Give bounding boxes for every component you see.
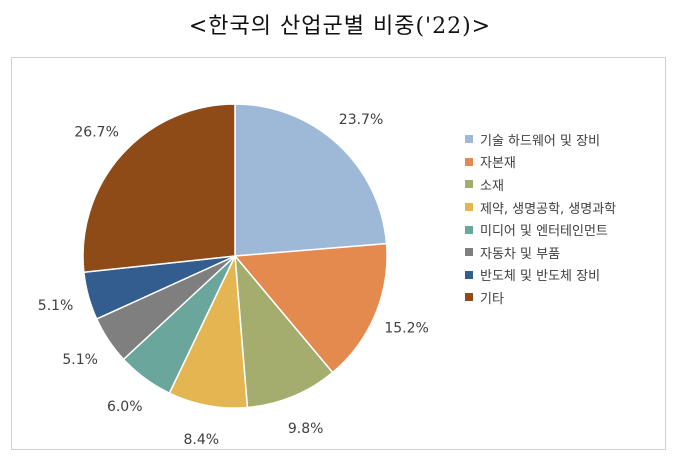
- pie-slice-2: [234, 253, 334, 409]
- legend-label-1: 자본재: [480, 156, 516, 172]
- legend-item-4: 미디어 및 엔터테인먼트: [465, 218, 616, 241]
- legend-item-3: 제약, 생명공학, 생명과학: [465, 196, 616, 219]
- legend-swatch-5: [465, 248, 473, 257]
- legend-swatch-0: [465, 135, 473, 144]
- data-label-7: 26.7%: [74, 125, 118, 141]
- legend-swatch-7: [465, 293, 473, 302]
- legend-item-2: 소재: [465, 173, 616, 196]
- legend-item-6: 반도체 및 반도체 장비: [465, 264, 616, 287]
- data-label-4: 6.0%: [107, 399, 143, 415]
- legend-item-0: 기술 하드웨어 및 장비: [465, 128, 616, 151]
- data-label-6: 5.1%: [38, 298, 74, 314]
- legend-label-5: 자동차 및 부품: [480, 246, 561, 262]
- legend-swatch-6: [465, 270, 473, 279]
- legend-label-6: 반도체 및 반도체 장비: [480, 269, 601, 285]
- legend-swatch-1: [465, 157, 473, 166]
- data-label-5: 5.1%: [62, 352, 98, 368]
- data-label-2: 9.8%: [288, 421, 324, 437]
- pie-slice-1: [233, 242, 388, 374]
- legend-label-4: 미디어 및 엔터테인먼트: [480, 224, 608, 240]
- legend-label-2: 소재: [480, 178, 504, 194]
- legend-item-7: 기타: [465, 286, 616, 309]
- legend-label-7: 기타: [480, 291, 504, 307]
- data-label-1: 15.2%: [384, 321, 428, 337]
- legend-label-3: 제약, 생명공학, 생명과학: [480, 201, 617, 217]
- pie-slice-7: [82, 103, 236, 274]
- chart-title: <한국의 산업군별 비중('22)>: [188, 14, 492, 39]
- data-label-3: 8.4%: [184, 432, 220, 448]
- legend-swatch-3: [465, 203, 473, 212]
- legend-swatch-2: [465, 180, 473, 189]
- legend-label-0: 기술 하드웨어 및 장비: [480, 133, 601, 149]
- data-label-0: 23.7%: [339, 112, 383, 128]
- legend-item-1: 자본재: [465, 151, 616, 174]
- pie-slice-0: [234, 103, 388, 257]
- legend-item-5: 자동차 및 부품: [465, 241, 616, 264]
- legend-swatch-4: [465, 225, 473, 234]
